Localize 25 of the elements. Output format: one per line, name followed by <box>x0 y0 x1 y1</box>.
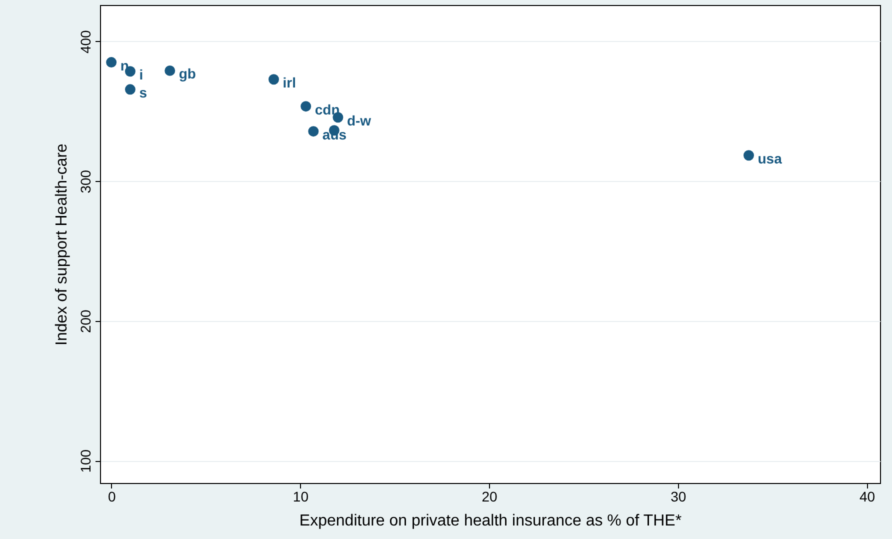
point <box>308 126 319 137</box>
x-tick-label: 40 <box>859 488 876 504</box>
y-tick-label: 300 <box>78 170 94 194</box>
annotation: cdn <box>314 101 340 118</box>
y-axis-title: Index of support Health-care <box>54 143 70 346</box>
y-tick-label: 400 <box>78 30 94 54</box>
x-axis-title: Expenditure on private health insurance as % of THE* <box>299 512 682 530</box>
x-tick-label: 30 <box>670 488 686 504</box>
annotation: s <box>139 84 148 100</box>
x-tick-label: 10 <box>292 488 309 504</box>
annotation: gb <box>178 66 196 82</box>
point <box>124 84 136 95</box>
point <box>164 65 176 76</box>
x-tick-label: 0 <box>108 488 116 504</box>
point <box>743 150 754 161</box>
x-tick-label: 20 <box>482 488 498 504</box>
annotation: d-w <box>346 112 372 128</box>
point <box>300 101 312 112</box>
y-tick-label: 200 <box>78 309 94 334</box>
annotation: i <box>139 66 144 82</box>
point <box>268 74 279 85</box>
annotation: irl <box>282 74 296 90</box>
y-tick-label: 100 <box>78 449 94 473</box>
point <box>106 57 117 68</box>
annotation: usa <box>758 150 782 166</box>
